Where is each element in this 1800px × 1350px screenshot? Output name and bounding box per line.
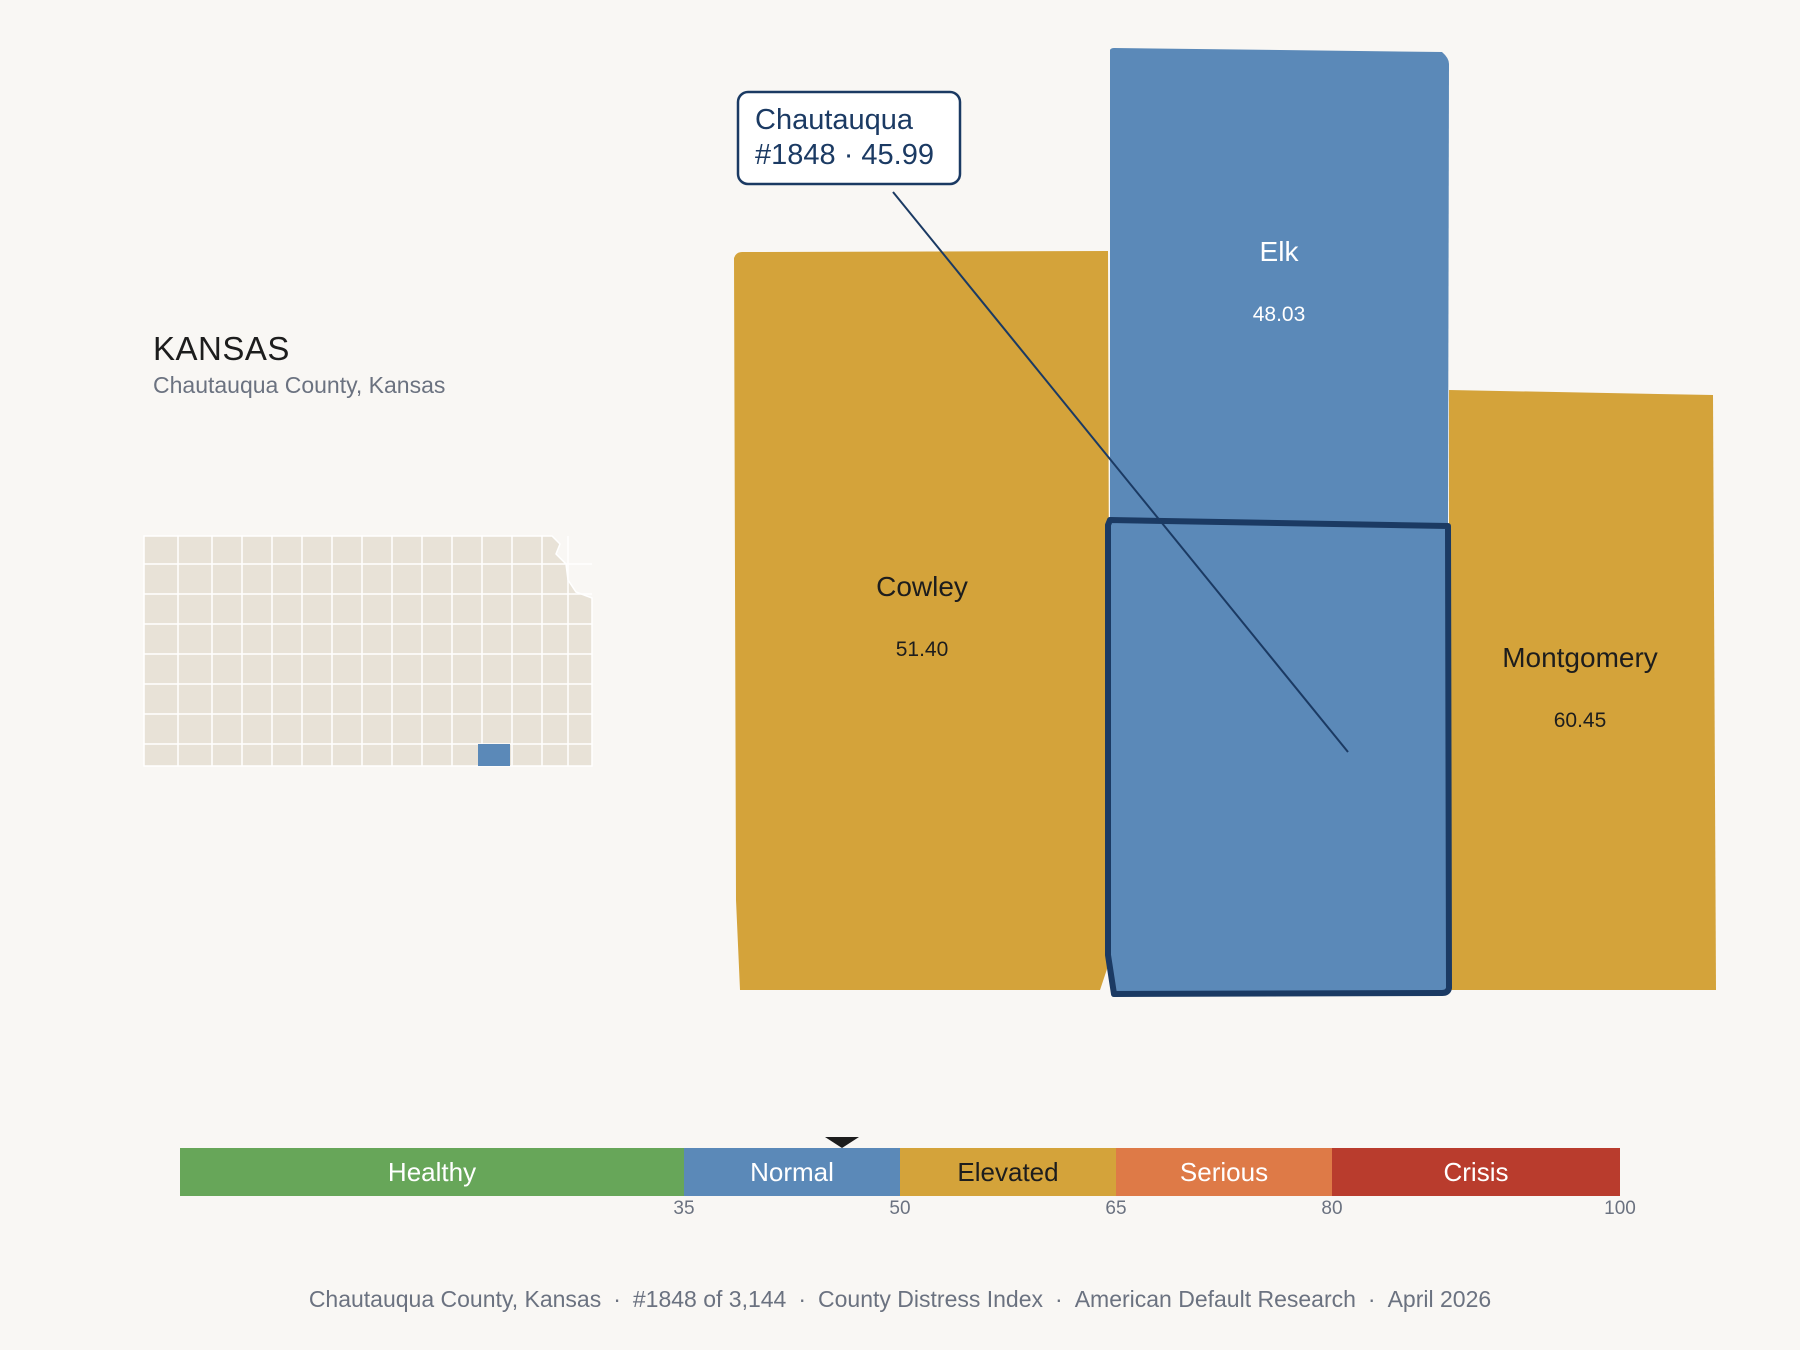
- state-title: KANSAS: [153, 330, 290, 367]
- scale-tick-35: 35: [673, 1198, 695, 1219]
- scale-segment-elevated: Elevated: [900, 1148, 1116, 1196]
- footer-county: Chautauqua County, Kansas: [308, 1286, 602, 1312]
- county-grid-lines: [144, 536, 592, 766]
- county-elk[interactable]: [1110, 48, 1449, 525]
- footer-source: American Default Research: [1074, 1286, 1356, 1312]
- callout-box: [736, 90, 962, 186]
- footer-credits: Chautauqua County, Kansas · #1848 of 3,144…: [308, 1286, 1492, 1312]
- county-montgomery[interactable]: [1449, 390, 1716, 990]
- county-value-montgomery: 60.45: [1554, 709, 1607, 732]
- footer-date: April 2026: [1387, 1286, 1492, 1312]
- scale-segment-normal: Normal: [684, 1148, 900, 1196]
- county-cowley[interactable]: [734, 251, 1110, 990]
- county-label-montgomery: Montgomery: [1502, 642, 1658, 673]
- scale-segment-healthy: Healthy: [180, 1148, 684, 1196]
- callout-leader-line: [892, 191, 1349, 753]
- state-subtitle: Chautauqua County, Kansas: [153, 372, 446, 398]
- scale-tick-100: 100: [1604, 1198, 1636, 1219]
- scale-tick-80: 80: [1321, 1198, 1343, 1219]
- scale-segment-serious: Serious: [1116, 1148, 1332, 1196]
- scale-tick-50: 50: [889, 1198, 911, 1219]
- callout-county-name: Chautauqua: [755, 104, 914, 136]
- score-marker-icon: [825, 1137, 860, 1148]
- county-label-elk: Elk: [1260, 236, 1300, 267]
- county-neighborhood-map: Cowley 51.40 Elk 48.03 Montgomery 60.45 …: [734, 48, 1716, 997]
- footer-rank: #1848 of 3,144: [632, 1286, 787, 1312]
- county-chautauqua[interactable]: [1105, 517, 1452, 997]
- footer-index: County Distress Index: [818, 1286, 1044, 1312]
- scale-segment-crisis: Crisis: [1332, 1148, 1620, 1196]
- county-value-cowley: 51.40: [896, 638, 949, 661]
- county-value-elk: 48.03: [1253, 303, 1306, 326]
- scale-tick-65: 65: [1105, 1198, 1127, 1219]
- kansas-inset-map: [143, 535, 593, 767]
- chautauqua-inset-highlight[interactable]: [478, 744, 510, 766]
- callout-rank-score: #1848 · 45.99: [755, 139, 934, 171]
- distress-scale-bar: Healthy Normal Elevated Serious Crisis: [180, 1148, 1620, 1196]
- county-label-cowley: Cowley: [876, 571, 968, 602]
